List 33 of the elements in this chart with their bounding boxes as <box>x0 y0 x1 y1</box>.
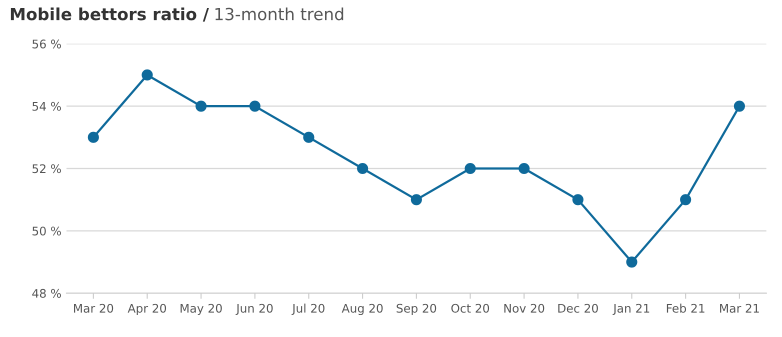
x-tick-label: Jul 20 <box>292 304 324 315</box>
chart-subtitle: 13-month trend <box>215 7 344 20</box>
point <box>196 100 207 112</box>
y-tick-label: 54 % <box>32 102 61 111</box>
x-tick-label: Apr 20 <box>128 304 166 316</box>
y-tick-label: 56 % <box>32 40 61 48</box>
point <box>410 194 422 206</box>
point <box>626 256 638 268</box>
chart-title: Mobile bettors ratio / <box>10 7 209 22</box>
x-tick-label: Jun 20 <box>236 304 273 315</box>
y-tick-label: 48 % <box>32 288 61 298</box>
x-tick-label: Aug 20 <box>342 304 383 316</box>
x-tick-label: May 20 <box>180 304 222 316</box>
point <box>357 162 368 174</box>
x-tick-label: Mar 20 <box>74 304 114 313</box>
point <box>734 100 745 112</box>
point <box>249 100 260 112</box>
x-tick-label: Jan 21 <box>612 304 650 315</box>
x-tick-label: Mar 21 <box>720 304 759 313</box>
x-tick-label: Sep 20 <box>396 304 436 316</box>
x-tick-label: Oct 20 <box>451 304 490 313</box>
y-tick-label: 50 % <box>32 226 61 236</box>
point <box>518 162 530 174</box>
point <box>572 194 584 206</box>
x-tick-label: Dec 20 <box>558 304 598 313</box>
point <box>303 132 314 143</box>
y-tick-label: 52 % <box>32 164 61 174</box>
point <box>680 194 692 206</box>
x-tick-label: Feb 21 <box>666 304 704 313</box>
point <box>464 162 476 174</box>
point <box>88 132 99 143</box>
x-tick-label: Nov 20 <box>504 304 544 313</box>
point <box>142 69 153 81</box>
